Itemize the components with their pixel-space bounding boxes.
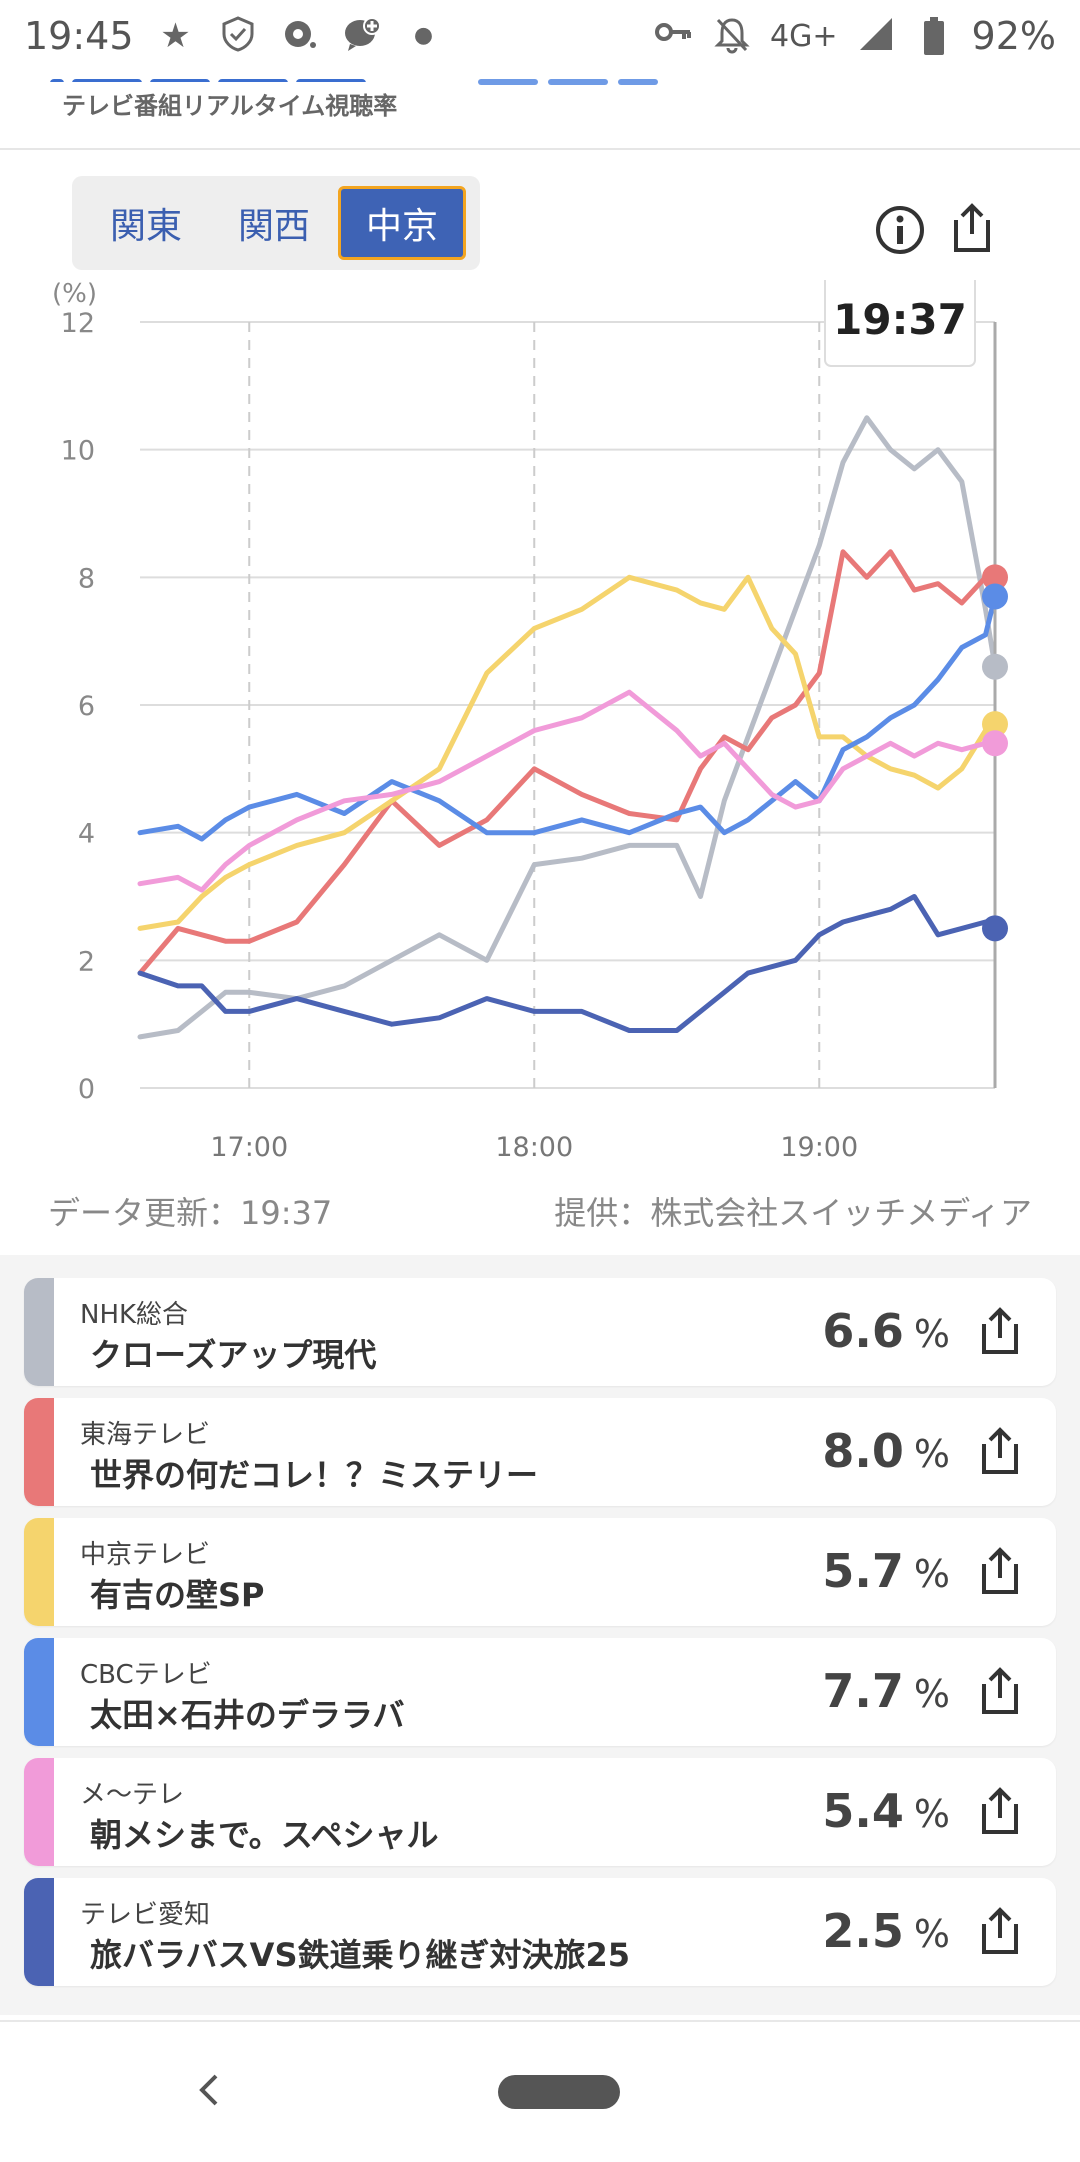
series-endpoint-2 [982, 711, 1008, 738]
share-icon[interactable] [974, 1666, 1026, 1718]
y-axis-label: (%) [52, 280, 97, 309]
app-header: テレビ番組リアルタイム視聴率 [0, 72, 1080, 150]
y-tick-label: 6 [78, 691, 95, 722]
rating-value: 6.6% [822, 1304, 950, 1358]
station-name: メ〜テレ [80, 1780, 185, 1810]
channel-color-bar [24, 1758, 54, 1866]
vpn-key-icon [654, 16, 694, 56]
program-title: 太田×石井のデララバ [90, 1696, 405, 1734]
dot-icon: ● [413, 23, 434, 48]
share-icon[interactable] [974, 1786, 1026, 1838]
rating-chart: 0 2 4 6 8 10 12 (%) 17:00 18:00 19:00 19:37 [0, 273, 1080, 1180]
series-endpoint-3 [982, 583, 1008, 610]
home-pill[interactable] [498, 2075, 620, 2109]
program-title: 旅バラバスVS鉄道乗り継ぎ対決旅25 [90, 1936, 631, 1974]
rating-value: 7.7% [822, 1664, 950, 1718]
channel-color-bar [24, 1278, 54, 1386]
rating-value: 5.4% [822, 1784, 950, 1838]
chat-add-icon [342, 16, 382, 56]
station-name: CBCテレビ [80, 1660, 212, 1690]
cursor-time-label: 19:37 [833, 295, 967, 344]
station-name: NHK総合 [80, 1300, 189, 1330]
share-icon[interactable] [974, 1426, 1026, 1478]
station-name: 中京テレビ [80, 1540, 211, 1570]
y-tick-label: 12 [61, 308, 95, 339]
series-endpoint-5 [982, 915, 1008, 942]
y-tick-label: 10 [61, 436, 95, 467]
series-line-3 [137, 594, 998, 842]
y-tick-label: 2 [78, 946, 95, 977]
header-logo-right [478, 72, 678, 85]
network-type: 4G+ [770, 18, 838, 54]
channel-card-chukyo[interactable]: 中京テレビ 有吉の壁SP 5.7% [24, 1518, 1056, 1626]
battery-level: 92% [971, 14, 1056, 58]
channel-card-tv-aichi[interactable]: テレビ愛知 旅バラバスVS鉄道乗り継ぎ対決旅25 2.5% [24, 1878, 1056, 1986]
system-nav-bar [0, 2020, 1080, 2162]
series-line-4 [137, 689, 998, 893]
battery-icon [914, 16, 954, 56]
signal-icon [856, 16, 896, 56]
back-icon[interactable] [190, 2070, 230, 2110]
shield-icon [218, 16, 258, 56]
channel-card-nhk[interactable]: NHK総合 クローズアップ現代 6.6% [24, 1278, 1056, 1386]
series-endpoint-0 [982, 653, 1008, 680]
bell-off-icon [712, 16, 752, 56]
status-bar: 19:45 ★ ● 4G+ 92% [0, 0, 1080, 72]
series-endpoint-1 [982, 564, 1008, 591]
rating-value: 8.0% [822, 1424, 950, 1478]
data-updated: データ更新：19:37 [48, 1194, 333, 1232]
series-line-2 [137, 574, 998, 931]
series-line-0 [137, 415, 998, 1040]
sync-icon [280, 16, 320, 56]
station-name: テレビ愛知 [80, 1900, 211, 1930]
x-tick-label: 18:00 [495, 1132, 573, 1163]
tab-kanto[interactable]: 関東 [109, 206, 182, 247]
channel-color-bar [24, 1398, 54, 1506]
share-icon[interactable] [974, 1546, 1026, 1598]
app-logo [50, 72, 380, 82]
channel-card-cbc[interactable]: CBCテレビ 太田×石井のデララバ 7.7% [24, 1638, 1056, 1746]
y-tick-label: 8 [78, 563, 95, 594]
tab-chukyo[interactable]: 中京 [338, 186, 466, 260]
star-icon: ★ [160, 16, 191, 56]
data-provider: 提供：株式会社スイッチメディア [554, 1194, 1032, 1232]
channel-color-bar [24, 1518, 54, 1626]
program-title: 有吉の壁SP [90, 1576, 265, 1614]
app-subtitle: テレビ番組リアルタイム視聴率 [62, 92, 398, 120]
y-tick-label: 0 [78, 1074, 95, 1105]
channel-card-metele[interactable]: メ〜テレ 朝メシまで。スペシャル 5.4% [24, 1758, 1056, 1866]
share-icon[interactable] [974, 1906, 1026, 1958]
rating-value: 5.7% [822, 1544, 950, 1598]
share-icon[interactable] [974, 1306, 1026, 1358]
program-title: 世界の何だコレ！？ミステリー [90, 1456, 539, 1494]
info-icon[interactable] [872, 202, 928, 258]
channel-color-bar [24, 1878, 54, 1986]
x-tick-label: 19:00 [780, 1132, 858, 1163]
channel-card-tokai[interactable]: 東海テレビ 世界の何だコレ！？ミステリー 8.0% [24, 1398, 1056, 1506]
status-time: 19:45 [24, 14, 134, 58]
program-title: 朝メシまで。スペシャル [90, 1816, 439, 1854]
series-endpoint-4 [982, 730, 1008, 757]
program-title: クローズアップ現代 [90, 1336, 377, 1374]
y-tick-label: 4 [78, 819, 95, 850]
share-chart-icon[interactable] [944, 200, 1000, 256]
channel-color-bar [24, 1638, 54, 1746]
tab-kansai[interactable]: 関西 [237, 206, 310, 247]
region-tabs: 関東 関西 中京 [72, 176, 480, 270]
rating-value: 2.5% [822, 1904, 950, 1958]
station-name: 東海テレビ [80, 1420, 211, 1450]
series-line-1 [137, 549, 998, 976]
x-tick-label: 17:00 [210, 1132, 288, 1163]
series-line-5 [137, 894, 998, 1033]
chart-svg: 0 2 4 6 8 10 12(%) 17:00 18:00 19:00 19:37 [52, 273, 1008, 1163]
